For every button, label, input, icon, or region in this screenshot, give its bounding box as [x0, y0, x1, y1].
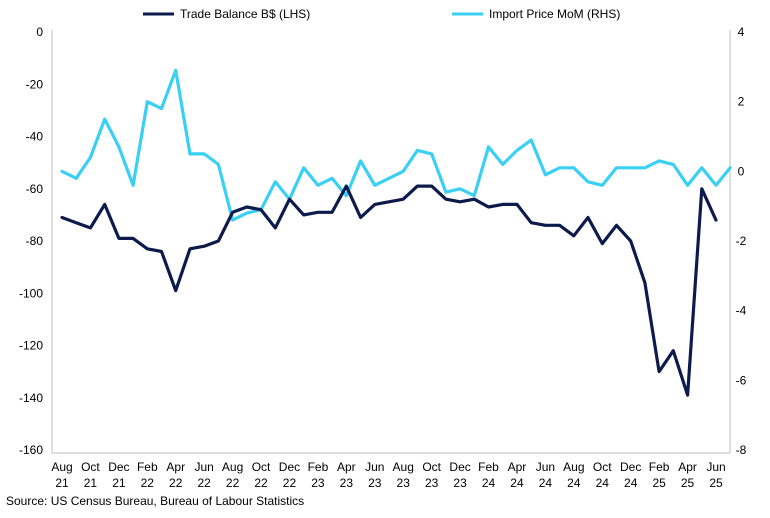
x-tick-month: Apr	[337, 460, 356, 474]
plot-area	[51, 30, 731, 454]
series-line-trade-balance	[60, 184, 718, 397]
y-right-tick-label: -8	[736, 443, 747, 457]
x-tick-year: 22	[283, 476, 297, 490]
y-left-tick-label: -120	[19, 339, 43, 353]
x-tick-month: Jun	[536, 460, 555, 474]
y-right-tick-label: -4	[736, 304, 747, 318]
x-tick-month: Oct	[593, 460, 612, 474]
x-tick-year: 24	[482, 476, 496, 490]
y-left-tick-label: 0	[36, 25, 43, 39]
x-tick-month: Aug	[222, 460, 243, 474]
x-tick-year: 24	[539, 476, 553, 490]
x-tick-year: 22	[226, 476, 240, 490]
x-tick-month: Feb	[137, 460, 158, 474]
x-tick-year: 22	[169, 476, 183, 490]
x-tick-year: 21	[55, 476, 69, 490]
y-left-tick-label: -140	[19, 391, 43, 405]
x-tick-month: Jun	[365, 460, 384, 474]
series-line-import-price	[60, 68, 732, 222]
x-tick-year: 23	[425, 476, 439, 490]
x-tick-year: 21	[112, 476, 126, 490]
right-axis: 4 2 0 -2 -4 -6 -8	[736, 25, 747, 457]
x-tick-year: 24	[510, 476, 524, 490]
x-tick-year: 25	[681, 476, 695, 490]
legend: Trade Balance B$ (LHS) Import Price MoM …	[143, 7, 620, 21]
source-note: Source: US Census Bureau, Bureau of Labo…	[6, 494, 305, 508]
left-axis: 0 -20 -40 -60 -80 -100 -120 -140 -160	[19, 25, 43, 457]
x-tick-month: Feb	[308, 460, 329, 474]
x-tick-year: 24	[596, 476, 610, 490]
x-tick-year: 23	[453, 476, 467, 490]
x-tick-month: Dec	[449, 460, 470, 474]
x-tick-year: 22	[254, 476, 268, 490]
x-tick-month: Feb	[649, 460, 670, 474]
y-right-tick-label: 0	[738, 164, 745, 178]
y-left-tick-label: -160	[19, 443, 43, 457]
x-tick-month: Jun	[706, 460, 725, 474]
x-tick-year: 25	[709, 476, 723, 490]
x-tick-year: 22	[197, 476, 211, 490]
series-layer	[60, 68, 732, 397]
x-tick-month: Dec	[620, 460, 641, 474]
legend-label-trade-balance: Trade Balance B$ (LHS)	[180, 7, 310, 21]
x-tick-month: Oct	[252, 460, 271, 474]
x-axis: Aug 21 Oct 21 Dec 21 Feb 22 Apr 22 Jun 22 Aug 22 Oct 22…	[51, 460, 725, 490]
x-tick-month: Apr	[166, 460, 185, 474]
x-tick-year: 24	[624, 476, 638, 490]
x-tick-month: Aug	[51, 460, 72, 474]
x-tick-month: Aug	[563, 460, 584, 474]
y-right-tick-label: -6	[736, 373, 747, 387]
x-tick-month: Dec	[279, 460, 300, 474]
y-left-tick-label: -40	[26, 130, 44, 144]
x-tick-month: Feb	[478, 460, 499, 474]
x-tick-month: Apr	[508, 460, 527, 474]
y-left-tick-label: -100	[19, 286, 43, 300]
y-left-tick-label: -60	[26, 182, 44, 196]
x-tick-year: 23	[368, 476, 382, 490]
x-tick-year: 23	[340, 476, 354, 490]
y-right-tick-label: -2	[736, 234, 747, 248]
x-tick-month: Oct	[422, 460, 441, 474]
x-tick-year: 25	[652, 476, 666, 490]
x-tick-month: Oct	[81, 460, 100, 474]
y-left-tick-label: -80	[26, 234, 44, 248]
y-right-tick-label: 2	[738, 95, 745, 109]
x-tick-month: Apr	[678, 460, 697, 474]
x-tick-year: 23	[397, 476, 411, 490]
x-tick-month: Jun	[194, 460, 213, 474]
x-tick-year: 21	[84, 476, 98, 490]
y-left-tick-label: -20	[26, 77, 44, 91]
x-tick-year: 22	[141, 476, 155, 490]
legend-label-import-price: Import Price MoM (RHS)	[489, 7, 620, 21]
y-right-tick-label: 4	[738, 25, 745, 39]
x-tick-year: 23	[311, 476, 325, 490]
x-tick-year: 24	[567, 476, 581, 490]
x-tick-month: Aug	[393, 460, 414, 474]
x-tick-month: Dec	[108, 460, 129, 474]
